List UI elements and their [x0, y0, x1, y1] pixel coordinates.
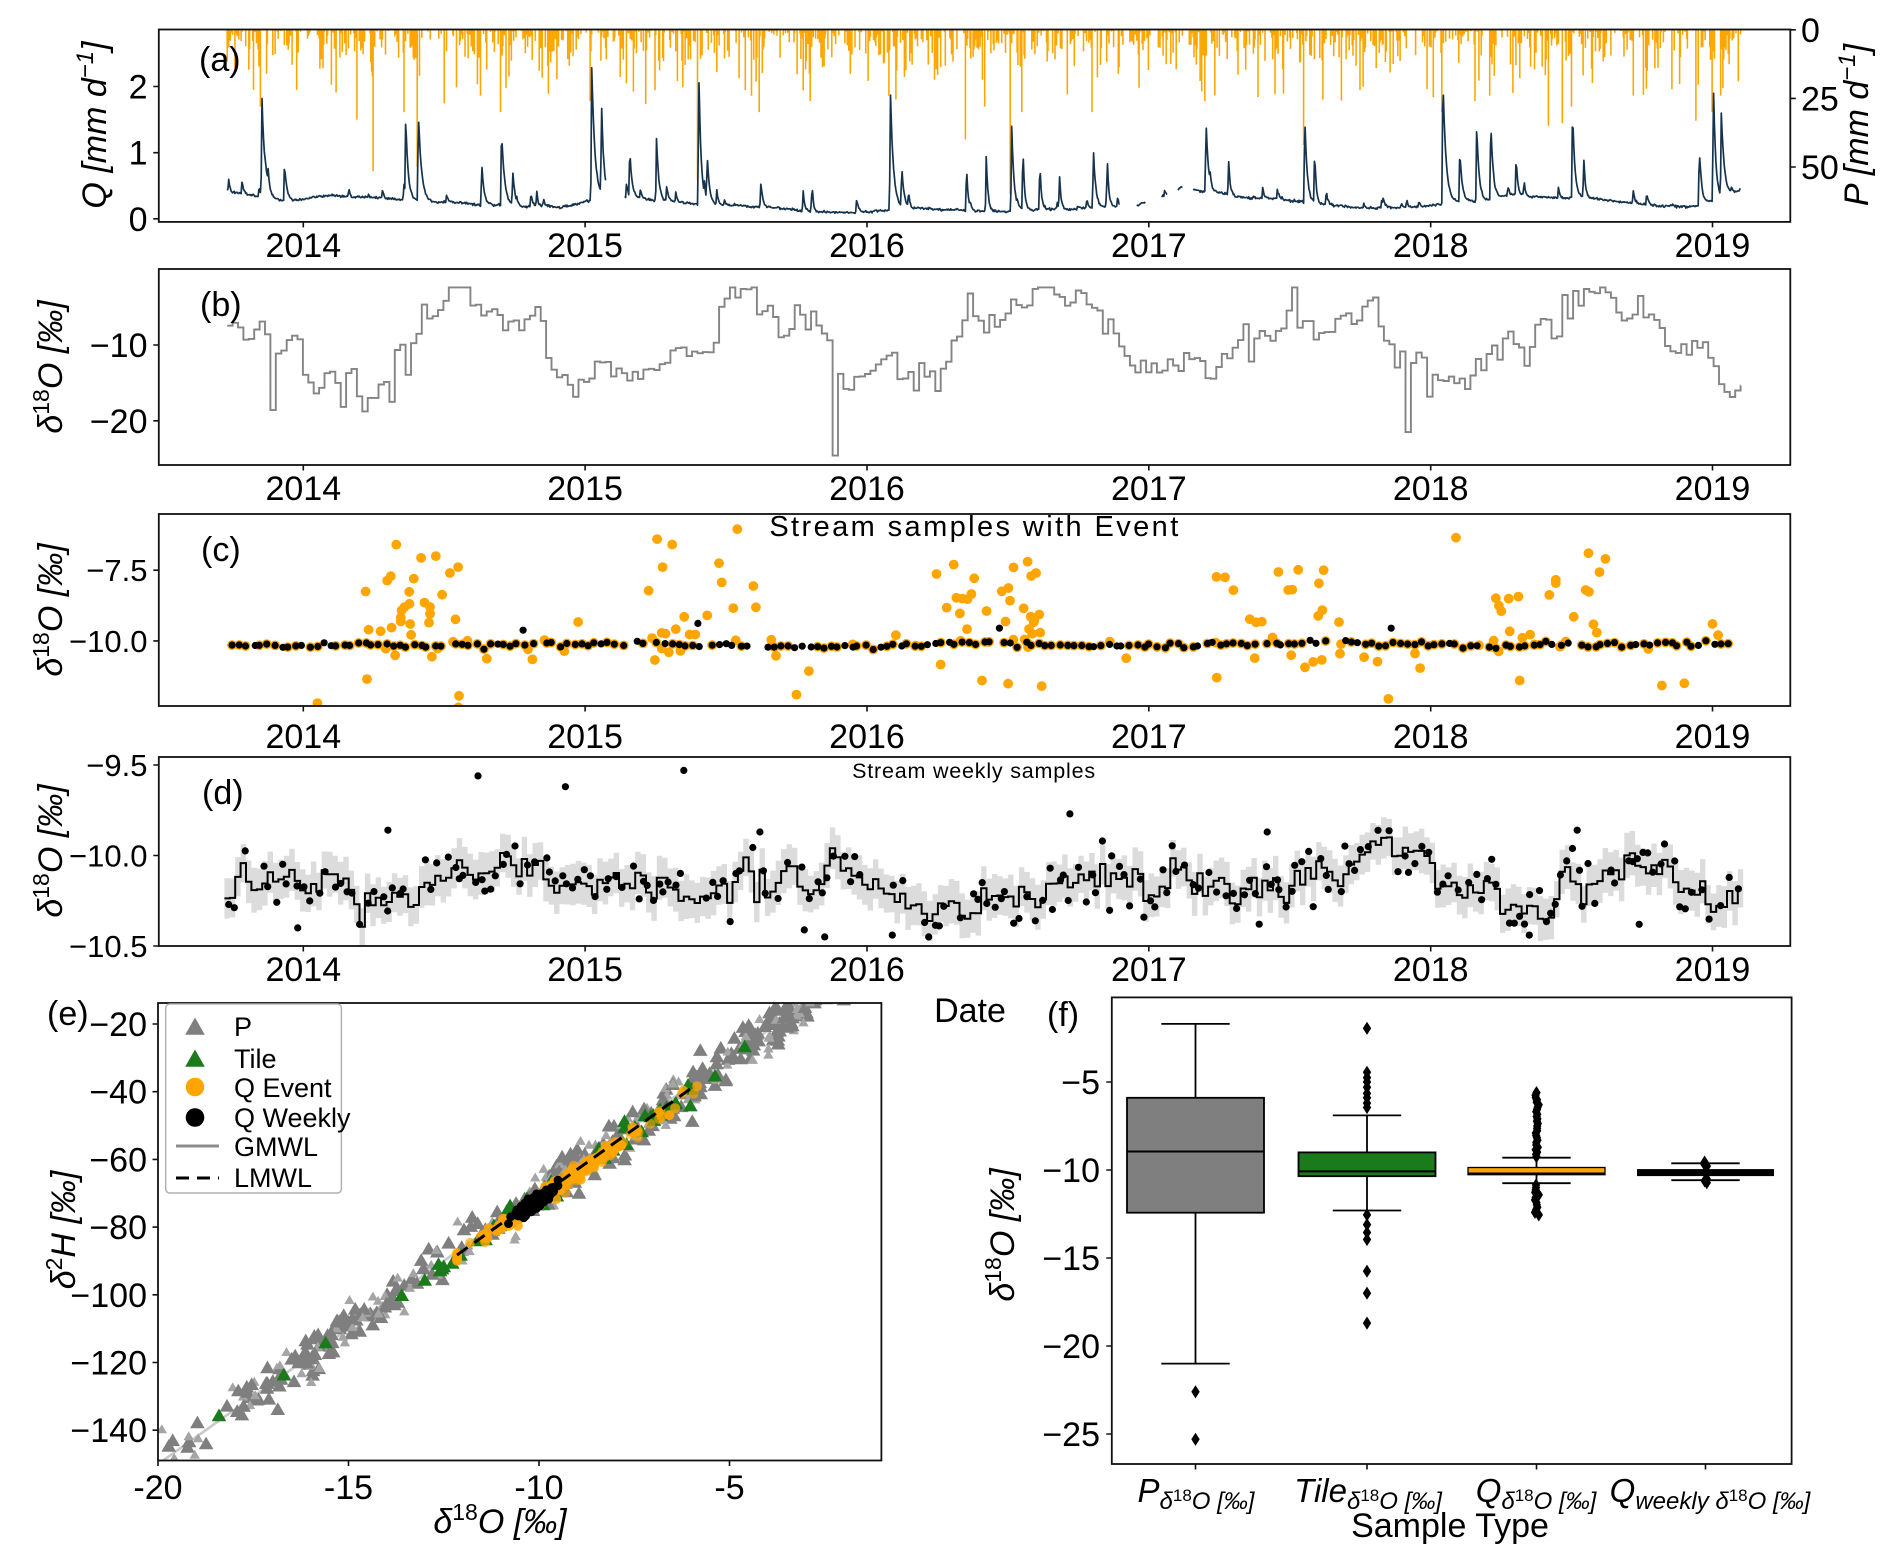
svg-text:−7.5: −7.5	[86, 553, 147, 588]
svg-text:(e): (e)	[47, 995, 89, 1033]
svg-text:25: 25	[1801, 80, 1839, 118]
svg-text:2016: 2016	[829, 470, 905, 508]
svg-text:δ18O [‰]: δ18O [‰]	[28, 783, 70, 918]
svg-text:−10: −10	[1042, 1152, 1100, 1190]
svg-text:Date: Date	[934, 992, 1006, 1030]
svg-text:2019: 2019	[1675, 227, 1751, 265]
svg-text:−60: −60	[89, 1141, 147, 1179]
svg-text:Stream weekly samples: Stream weekly samples	[852, 759, 1096, 783]
svg-text:2017: 2017	[1111, 227, 1187, 265]
svg-text:(f): (f)	[1047, 996, 1079, 1034]
svg-text:2017: 2017	[1111, 718, 1187, 756]
svg-text:2015: 2015	[547, 718, 623, 756]
svg-text:2015: 2015	[547, 227, 623, 265]
svg-text:−10.5: −10.5	[69, 929, 147, 964]
svg-text:−5: −5	[1061, 1064, 1100, 1102]
svg-text:2015: 2015	[547, 470, 623, 508]
svg-text:-10: -10	[514, 1469, 563, 1507]
svg-text:2016: 2016	[829, 951, 905, 989]
svg-text:0: 0	[129, 201, 148, 239]
svg-text:(c): (c)	[201, 531, 241, 569]
svg-text:2014: 2014	[265, 470, 341, 508]
svg-text:−80: −80	[89, 1209, 147, 1247]
svg-text:2019: 2019	[1675, 951, 1751, 989]
svg-text:(d): (d)	[202, 774, 244, 812]
svg-text:−20: −20	[1042, 1328, 1100, 1366]
svg-text:2019: 2019	[1675, 470, 1751, 508]
svg-text:−20: −20	[89, 1006, 147, 1044]
svg-text:(b): (b)	[200, 286, 242, 324]
svg-text:−15: −15	[1042, 1240, 1100, 1278]
svg-text:2017: 2017	[1111, 470, 1187, 508]
svg-text:δ18O [‰]: δ18O [‰]	[980, 1167, 1022, 1302]
svg-text:−10: −10	[90, 327, 148, 365]
svg-text:δ2H [‰]: δ2H [‰]	[41, 1169, 83, 1289]
svg-text:2016: 2016	[829, 718, 905, 756]
svg-text:Stream samples with Event: Stream samples with Event	[769, 511, 1180, 543]
svg-text:2014: 2014	[265, 718, 341, 756]
svg-text:P [mm d−1]: P [mm d−1]	[1834, 42, 1876, 206]
svg-text:1: 1	[129, 135, 148, 173]
svg-text:−40: −40	[89, 1074, 147, 1112]
svg-text:2019: 2019	[1675, 718, 1751, 756]
svg-text:Tile: Tile	[234, 1044, 277, 1074]
svg-text:-15: -15	[324, 1469, 373, 1507]
svg-text:2018: 2018	[1393, 227, 1469, 265]
svg-text:Q Weekly: Q Weekly	[234, 1103, 351, 1133]
svg-text:2014: 2014	[265, 227, 341, 265]
svg-text:−100: −100	[70, 1277, 147, 1315]
svg-text:GMWL: GMWL	[234, 1132, 318, 1162]
svg-text:−140: −140	[70, 1412, 147, 1450]
svg-text:2018: 2018	[1393, 951, 1469, 989]
svg-text:P: P	[234, 1012, 252, 1042]
svg-text:−120: −120	[70, 1345, 147, 1383]
svg-text:-5: -5	[714, 1469, 744, 1507]
svg-text:2015: 2015	[547, 951, 623, 989]
svg-text:Sample Type: Sample Type	[1351, 1507, 1549, 1545]
svg-text:−20: −20	[90, 403, 148, 441]
svg-text:(a): (a)	[199, 41, 241, 79]
svg-text:−25: −25	[1042, 1416, 1100, 1454]
svg-text:2017: 2017	[1111, 951, 1187, 989]
svg-text:2018: 2018	[1393, 718, 1469, 756]
svg-text:-20: -20	[133, 1469, 182, 1507]
svg-text:2: 2	[129, 69, 148, 107]
svg-text:−10.0: −10.0	[69, 839, 147, 874]
svg-text:0: 0	[1801, 12, 1820, 50]
svg-text:2014: 2014	[265, 951, 341, 989]
svg-text:Q Event: Q Event	[234, 1073, 332, 1103]
svg-text:50: 50	[1801, 149, 1839, 187]
svg-text:−9.5: −9.5	[86, 748, 147, 783]
svg-text:2018: 2018	[1393, 470, 1469, 508]
svg-text:2016: 2016	[829, 227, 905, 265]
svg-text:LMWL: LMWL	[234, 1163, 312, 1193]
svg-text:δ18O [‰]: δ18O [‰]	[433, 1499, 568, 1541]
svg-text:−10.0: −10.0	[69, 624, 147, 659]
svg-text:δ18O [‰]: δ18O [‰]	[28, 299, 70, 434]
